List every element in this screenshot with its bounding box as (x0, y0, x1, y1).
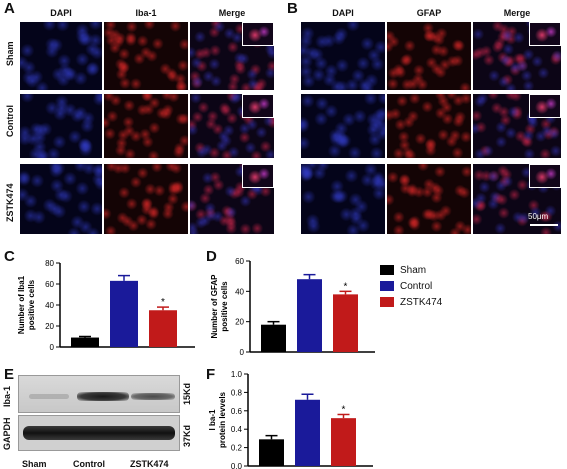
micrograph-b-sham-dapi (301, 22, 385, 90)
panel-a-col-merge: Merge (218, 8, 246, 18)
panel-b-col-merge: Merge (503, 8, 531, 18)
row-label-control: Control (5, 105, 15, 137)
legend-swatch-zstk474 (380, 297, 394, 307)
micrograph-a-control-merge-inset (242, 94, 274, 118)
micrograph-a-zstk474-dapi (20, 164, 102, 234)
bar-sham (261, 324, 286, 352)
bar-control (110, 280, 138, 347)
bar-zstk474 (331, 418, 356, 466)
chart-f-iba1-protein: 0.0 0.2 0.4 0.6 0.8 1.0 I ba-1protein levvels * (208, 370, 373, 469)
y-tick-label: 0.8 (231, 388, 243, 397)
blot-strip-iba1 (18, 375, 180, 413)
y-tick-label: 0.6 (231, 407, 243, 416)
bar-zstk474 (149, 310, 177, 347)
panel-label-e: E (4, 366, 15, 383)
panel-label-f: F (206, 366, 216, 383)
blot-strip-gapdh (18, 415, 180, 451)
micrograph-b-sham-gfap (387, 22, 471, 90)
legend-label-control: Control (400, 280, 433, 292)
y-tick-label: 80 (45, 259, 54, 268)
blot-band-gapdh (23, 426, 175, 440)
bar-sham (259, 439, 284, 466)
y-tick-label: 0 (240, 348, 245, 357)
bar-sham (71, 337, 99, 347)
y-tick-label: 40 (45, 301, 54, 310)
chart-c-iba1-count: 0 20 40 60 80 Number of Iba1positive cells * (17, 259, 195, 352)
panel-label-d: D (206, 248, 217, 265)
panel-label-a: A (4, 0, 15, 17)
micrograph-a-sham-merge-inset (242, 22, 274, 46)
y-tick-label: 20 (45, 322, 54, 331)
micrograph-a-control-iba1 (104, 94, 188, 158)
micrograph-a-zstk474-iba1 (104, 164, 188, 234)
legend-label-sham: Sham (400, 264, 427, 276)
micrograph-b-control-gfap (387, 94, 471, 158)
blot-band-control-iba1 (77, 392, 129, 401)
micrograph-b-zstk474-merge-inset (529, 164, 561, 188)
scale-bar-label: 50μm (528, 212, 549, 221)
micrograph-b-control-merge-inset (529, 94, 561, 118)
micrograph-b-control-dapi (301, 94, 385, 158)
blot-label-iba1: Iba-1 (2, 385, 12, 407)
legend-label-zstk474: ZSTK474 (400, 296, 443, 308)
micrograph-a-zstk474-merge-inset (242, 164, 274, 188)
panel-a-col-iba1: Iba-1 (135, 8, 157, 18)
row-label-zstk474: ZSTK474 (5, 183, 15, 222)
panel-a-col-dapi: DAPI (50, 8, 72, 18)
blot-lane-zstk474: ZSTK474 (130, 459, 169, 469)
row-label-sham: Sham (5, 41, 15, 66)
micrograph-a-control-dapi (20, 94, 102, 158)
blot-lane-control: Control (73, 459, 105, 469)
micrograph-b-sham-merge-inset (529, 22, 561, 46)
panel-label-c: C (4, 248, 15, 265)
legend-item-zstk474: ZSTK474 (380, 294, 442, 310)
y-axis-label: Number of Iba1positive cells (17, 275, 36, 334)
legend-swatch-control (380, 281, 394, 291)
blot-size-15kd: 15Kd (182, 382, 192, 405)
y-tick-label: 60 (45, 280, 54, 289)
panel-b-col-gfap: GFAP (416, 8, 442, 18)
blot-lane-sham: Sham (22, 459, 47, 469)
blot-size-37kd: 37Kd (182, 424, 192, 447)
chart-d-gfap-count: 0 20 40 60 Number of GFAPpositive cells * (210, 257, 375, 357)
blot-label-gapdh: GAPDH (2, 417, 12, 450)
legend-swatch-sham (380, 265, 394, 275)
y-tick-label: 60 (235, 257, 244, 266)
y-axis-label: Number of GFAPpositive cells (210, 274, 229, 339)
scale-bar (530, 224, 558, 226)
legend-item-control: Control (380, 278, 442, 294)
bar-zstk474 (333, 294, 358, 352)
y-axis-label: I ba-1protein levvels (208, 391, 227, 448)
micrograph-b-zstk474-dapi (301, 164, 385, 234)
blot-band-sham-iba1 (29, 394, 69, 399)
micrograph-b-zstk474-gfap (387, 164, 471, 234)
legend-item-sham: Sham (380, 262, 442, 278)
significance-star: * (344, 281, 348, 292)
y-tick-label: 0.4 (231, 425, 243, 434)
legend: Sham Control ZSTK474 (380, 262, 442, 310)
blot-band-zstk-iba1 (131, 393, 175, 400)
bar-control (295, 399, 320, 466)
y-tick-label: 20 (235, 318, 244, 327)
significance-star: * (161, 297, 165, 308)
panel-label-b: B (287, 0, 298, 17)
y-tick-label: 40 (235, 287, 244, 296)
y-tick-label: 0.0 (231, 462, 243, 469)
panel-b-col-dapi: DAPI (332, 8, 354, 18)
bar-control (297, 279, 322, 352)
micrograph-a-sham-iba1 (104, 22, 188, 90)
y-tick-label: 0.2 (231, 444, 243, 453)
y-tick-label: 0 (50, 343, 55, 352)
significance-star: * (342, 404, 346, 415)
micrograph-a-sham-dapi (20, 22, 102, 90)
y-tick-label: 1.0 (231, 370, 243, 379)
